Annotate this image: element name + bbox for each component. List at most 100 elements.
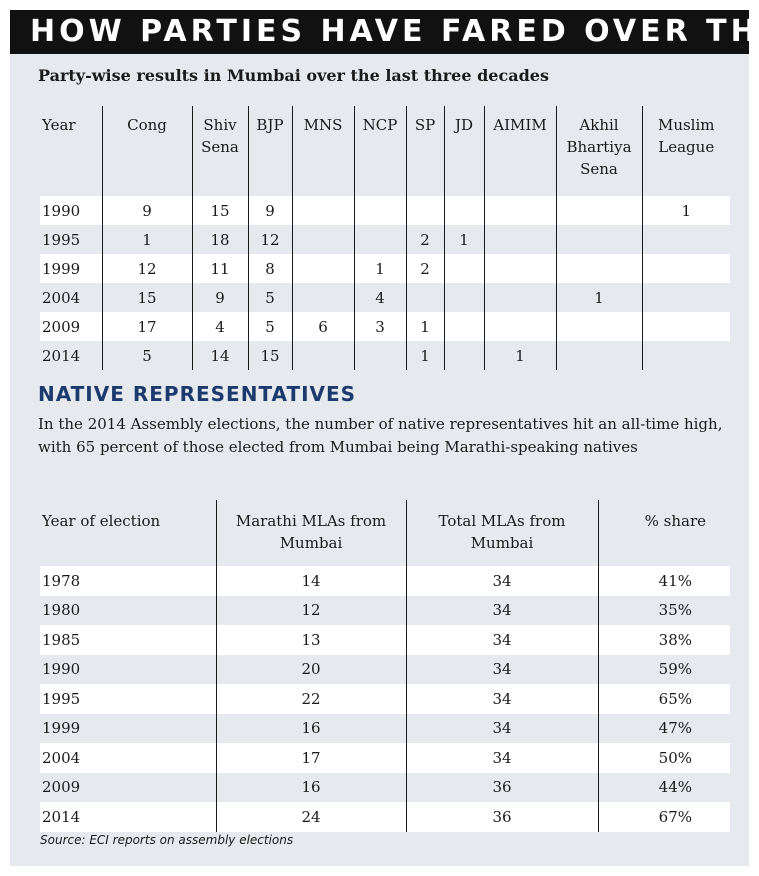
party-table-subtitle: Party-wise results in Mumbai over the la… xyxy=(38,66,549,85)
table-cell: 9 xyxy=(191,283,248,312)
table-cell: 14 xyxy=(191,341,248,370)
banner-title: HOW PARTIES HAVE FARED OVER THE YEARS xyxy=(10,10,749,54)
table-cell xyxy=(291,283,354,312)
table-cell: 6 xyxy=(291,312,354,341)
table-cell xyxy=(641,312,730,341)
table-cell: 15 xyxy=(247,341,292,370)
table-cell xyxy=(483,254,556,283)
table-cell: 5 xyxy=(101,341,192,370)
header-percent-share: % share xyxy=(597,500,730,566)
table-cell: 1995 xyxy=(40,684,216,714)
header-akhil-bhartiya-sena: Akhil Bhartiya Sena xyxy=(555,106,642,196)
table-cell: 2004 xyxy=(40,283,102,312)
table-cell: 2014 xyxy=(40,341,102,370)
table-row: 1995 1 18 12 2 1 xyxy=(40,225,730,254)
table-cell: 1985 xyxy=(40,625,216,655)
table-cell xyxy=(641,225,730,254)
table-cell xyxy=(353,341,406,370)
header-cong: Cong xyxy=(101,106,192,196)
table-cell xyxy=(291,196,354,225)
table-row: 1995 22 34 65% xyxy=(40,684,730,714)
table-cell: 41% xyxy=(597,566,730,596)
table-cell xyxy=(353,196,406,225)
table-cell: 4 xyxy=(191,312,248,341)
table-cell: 9 xyxy=(101,196,192,225)
table-cell xyxy=(443,283,484,312)
table-cell: 5 xyxy=(247,312,292,341)
table-cell: 2009 xyxy=(40,772,216,802)
table-cell: 1990 xyxy=(40,654,216,684)
table-cell: 44% xyxy=(597,772,730,802)
table-cell: 34 xyxy=(405,595,598,625)
table-cell: 1 xyxy=(353,254,406,283)
table-cell: 2004 xyxy=(40,743,216,773)
table-cell: 17 xyxy=(101,312,192,341)
table-cell xyxy=(443,312,484,341)
table-cell: 1 xyxy=(555,283,642,312)
table-cell xyxy=(555,254,642,283)
header-marathi-mlas: Marathi MLAs from Mumbai xyxy=(215,500,406,566)
table-cell xyxy=(483,312,556,341)
table-cell xyxy=(555,196,642,225)
header-shiv-sena: Shiv Sena xyxy=(191,106,248,196)
party-results-table: Year Cong Shiv Sena BJP MNS NCP SP JD AI… xyxy=(40,106,730,370)
party-table-header-row: Year Cong Shiv Sena BJP MNS NCP SP JD AI… xyxy=(40,106,730,196)
table-cell: 35% xyxy=(597,595,730,625)
table-cell: 34 xyxy=(405,625,598,655)
header-ncp: NCP xyxy=(353,106,406,196)
table-cell: 34 xyxy=(405,654,598,684)
table-cell: 1 xyxy=(405,312,444,341)
table-cell: 50% xyxy=(597,743,730,773)
table-cell: 22 xyxy=(215,684,406,714)
table-cell: 67% xyxy=(597,802,730,832)
table-row: 1999 12 11 8 1 2 xyxy=(40,254,730,283)
table-cell: 47% xyxy=(597,713,730,743)
table-cell: 2009 xyxy=(40,312,102,341)
table-cell xyxy=(443,341,484,370)
table-row: 2004 15 9 5 4 1 xyxy=(40,283,730,312)
header-total-mlas: Total MLAs from Mumbai xyxy=(405,500,598,566)
table-cell: 2 xyxy=(405,254,444,283)
table-row: 2014 5 14 15 1 1 xyxy=(40,341,730,370)
table-cell: 12 xyxy=(215,595,406,625)
table-cell: 2014 xyxy=(40,802,216,832)
table-cell: 13 xyxy=(215,625,406,655)
table-cell xyxy=(555,225,642,254)
table-cell: 2 xyxy=(405,225,444,254)
header-aimim: AIMIM xyxy=(483,106,556,196)
table-cell xyxy=(353,225,406,254)
infographic-card: HOW PARTIES HAVE FARED OVER THE YEARS Pa… xyxy=(10,10,749,866)
header-muslim-league: Muslim League xyxy=(641,106,730,196)
table-cell: 17 xyxy=(215,743,406,773)
table-cell: 1978 xyxy=(40,566,216,596)
table-row: 1980 12 34 35% xyxy=(40,595,730,625)
native-section-title: NATIVE REPRESENTATIVES xyxy=(38,382,357,406)
table-cell: 16 xyxy=(215,713,406,743)
table-cell: 65% xyxy=(597,684,730,714)
table-cell xyxy=(291,225,354,254)
table-cell: 1 xyxy=(483,341,556,370)
table-cell: 34 xyxy=(405,713,598,743)
header-bjp: BJP xyxy=(247,106,292,196)
header-sp: SP xyxy=(405,106,444,196)
table-cell: 11 xyxy=(191,254,248,283)
table-cell xyxy=(405,283,444,312)
table-row: 1978 14 34 41% xyxy=(40,566,730,596)
table-row: 2004 17 34 50% xyxy=(40,743,730,773)
native-representatives-table: Year of election Marathi MLAs from Mumba… xyxy=(40,500,730,832)
table-cell: 36 xyxy=(405,802,598,832)
table-cell: 1 xyxy=(641,196,730,225)
table-cell: 1 xyxy=(405,341,444,370)
table-row: 1990 20 34 59% xyxy=(40,654,730,684)
table-row: 2009 16 36 44% xyxy=(40,772,730,802)
table-cell: 12 xyxy=(101,254,192,283)
table-cell xyxy=(291,254,354,283)
table-cell xyxy=(641,283,730,312)
table-cell: 14 xyxy=(215,566,406,596)
table-cell: 59% xyxy=(597,654,730,684)
header-year-of-election: Year of election xyxy=(42,512,161,530)
table-cell: 34 xyxy=(405,743,598,773)
table-cell: 4 xyxy=(353,283,406,312)
table-cell: 20 xyxy=(215,654,406,684)
table-cell: 1990 xyxy=(40,196,102,225)
